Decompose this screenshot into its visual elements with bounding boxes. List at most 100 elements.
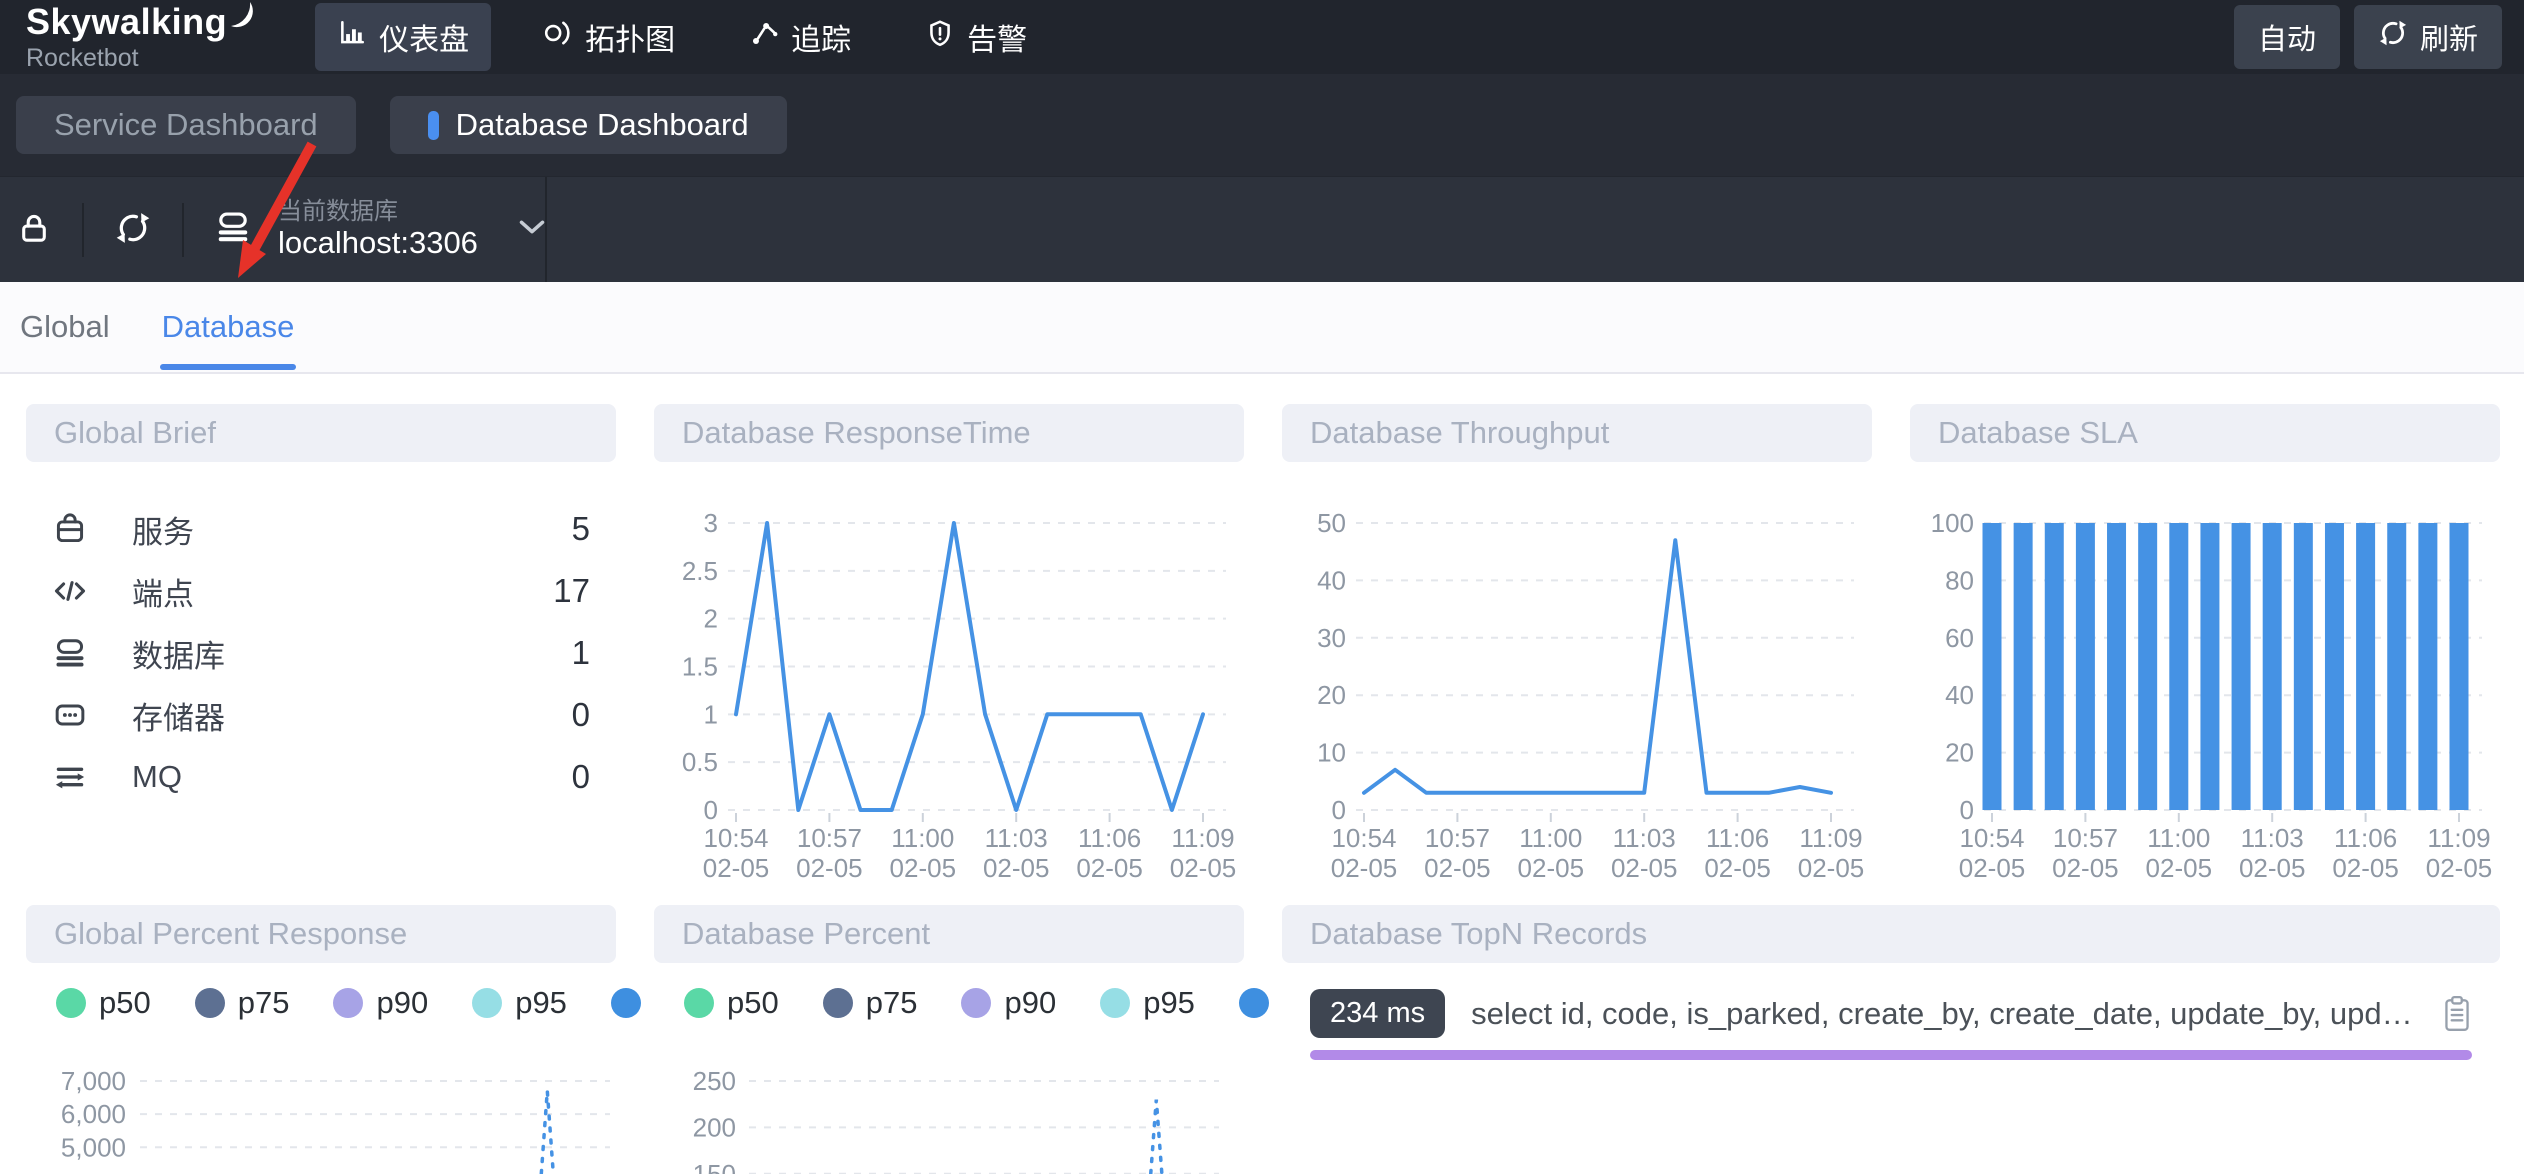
responsetime-chart: 0 0.5 1 1.5 2 2.5 3 10:54 02-05 10:57 02-05 11:00 02… [654, 462, 1244, 890]
nav-item-trace[interactable]: 追踪 [727, 3, 873, 71]
database-icon [214, 208, 252, 251]
tab-global[interactable]: Global [18, 282, 112, 372]
legend-item-p75[interactable]: p75 [194, 985, 290, 1021]
legend-dot [822, 988, 853, 1018]
current-database-value: localhost:3306 [278, 225, 478, 261]
legend-dot [684, 988, 714, 1018]
svg-text:20: 20 [1945, 738, 1974, 768]
cache-icon [52, 697, 94, 733]
legend-item-p75[interactable]: p75 [822, 985, 918, 1021]
lock-button[interactable] [16, 210, 52, 249]
legend-label: p95 [515, 985, 567, 1020]
trace-icon [749, 18, 779, 56]
auto-button-label: 自动 [2257, 24, 2316, 56]
svg-text:1.5: 1.5 [682, 652, 718, 682]
card-database-sla: Database SLA 0 20 40 60 80 100 10:54 02-05 10:57… [1910, 404, 2500, 890]
nav-item-label: 追踪 [791, 24, 852, 57]
tab-database-dashboard[interactable]: Database Dashboard [389, 96, 787, 154]
legend-label: p50 [99, 985, 151, 1020]
legend-dot [194, 988, 225, 1018]
svg-text:7,000: 7,000 [61, 1071, 126, 1096]
nav-item-topology[interactable]: 拓扑图 [521, 3, 697, 71]
duration-badge: 234 ms [1310, 989, 1446, 1038]
view-tabs: Global Database [0, 282, 2524, 374]
legend-item-p90[interactable]: p90 [961, 985, 1056, 1021]
topn-record[interactable]: 234 ms select id, code, is_parked, creat… [1310, 989, 2472, 1038]
svg-text:40: 40 [1317, 565, 1346, 595]
tab-label: Global [20, 309, 110, 344]
auto-refresh-button[interactable]: 自动 [2233, 5, 2340, 69]
legend-dot [961, 988, 992, 1018]
tab-label: Database Dashboard [455, 107, 749, 142]
refresh-button[interactable]: 刷新 [2353, 5, 2502, 69]
svg-text:0: 0 [704, 795, 718, 825]
current-database-label: 当前数据库 [278, 197, 398, 225]
svg-text:3: 3 [704, 508, 718, 538]
legend-item-p90[interactable]: p90 [333, 985, 428, 1021]
app-header: Skywalking Rocketbot 仪表盘 [0, 0, 2524, 74]
svg-text:20: 20 [1317, 680, 1346, 710]
svg-text:0: 0 [1960, 795, 1974, 825]
nav-item-alarm[interactable]: 告警 [903, 3, 1049, 71]
legend-item-p50[interactable]: p50 [684, 985, 779, 1021]
app-logo: Skywalking Rocketbot [26, 1, 259, 71]
reload-templates-button[interactable] [114, 209, 152, 250]
svg-text:100: 100 [1931, 508, 1974, 538]
nav-item-label: 告警 [967, 24, 1028, 57]
toolbar-divider [545, 177, 547, 282]
svg-text:40: 40 [1945, 680, 1974, 710]
brief-row-mq: MQ 0 [26, 746, 616, 808]
legend-label: p75 [237, 985, 290, 1020]
tab-database[interactable]: Database [159, 282, 297, 372]
sla-chart: 0 20 40 60 80 100 10:54 02-05 10:57 02-05 11:00 02-… [1910, 462, 2500, 890]
copy-sql-icon[interactable] [2442, 995, 2472, 1033]
nav-item-dashboard[interactable]: 仪表盘 [315, 3, 492, 71]
chevron-down-icon [518, 219, 546, 240]
legend-label: p75 [865, 985, 918, 1020]
toolbar-divider [82, 202, 84, 257]
brief-value: 1 [571, 634, 590, 671]
svg-text:50: 50 [1317, 508, 1346, 538]
sql-statement: select id, code, is_parked, create_by, c… [1471, 995, 2426, 1031]
nav-item-label: 拓扑图 [585, 24, 676, 57]
card-database-topn-records: Database TopN Records 234 ms select id, … [1282, 905, 2500, 1174]
database-percent-chart: 250 200 150 [654, 1071, 1244, 1174]
tab-service-dashboard[interactable]: Service Dashboard [16, 96, 356, 154]
legend-item-p50[interactable]: p50 [56, 985, 151, 1021]
card-database-throughput: Database Throughput 0 10 20 30 40 50 10:54 02-0… [1282, 404, 1872, 890]
card-title: Database Throughput [1282, 404, 1872, 462]
card-global-brief: Global Brief 服务 5 [26, 404, 616, 890]
database-icon [52, 635, 94, 671]
refresh-icon [2378, 18, 2408, 56]
brief-value: 17 [553, 572, 590, 609]
card-title: Database ResponseTime [654, 404, 1244, 462]
brief-label: 服务 [132, 514, 194, 550]
current-database-select[interactable]: 当前数据库 localhost:3306 [278, 198, 546, 261]
legend-dot [1238, 988, 1269, 1018]
svg-text:0: 0 [1332, 795, 1346, 825]
brief-row-cache: 存储器 0 [26, 684, 616, 746]
brief-row-database: 数据库 1 [26, 622, 616, 684]
card-title: Database Percent [654, 905, 1244, 963]
svg-text:60: 60 [1945, 623, 1974, 653]
brief-value: 0 [571, 696, 590, 733]
svg-text:6,000: 6,000 [61, 1099, 126, 1129]
svg-text:80: 80 [1945, 565, 1974, 595]
legend-item-p95[interactable]: p95 [472, 985, 567, 1021]
legend-dot [56, 988, 86, 1018]
toolbar-divider [182, 202, 184, 257]
legend-item-p95[interactable]: p95 [1100, 985, 1195, 1021]
sync-icon [114, 209, 152, 250]
legend-dot [610, 988, 641, 1018]
svg-text:0.5: 0.5 [682, 747, 718, 777]
tab-label: Service Dashboard [54, 107, 318, 142]
svg-text:2.5: 2.5 [682, 556, 718, 586]
